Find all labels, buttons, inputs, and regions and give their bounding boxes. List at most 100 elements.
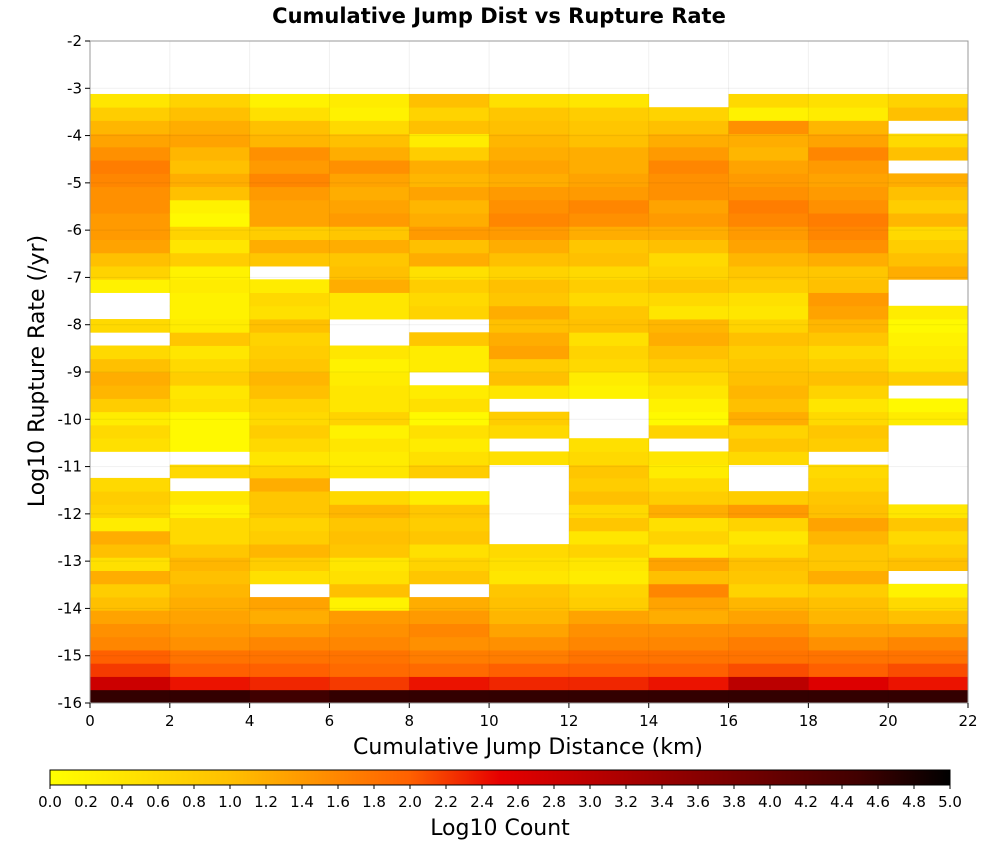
- heatmap-cell: [169, 557, 251, 571]
- heatmap-cell: [888, 93, 969, 108]
- y-tick-label: -13: [58, 552, 83, 570]
- heatmap-cell: [568, 173, 650, 188]
- heatmap-cell: [249, 464, 330, 479]
- heatmap-cell: [90, 597, 171, 611]
- heatmap-cell: [568, 146, 650, 161]
- colorbar-tick-label: 3.4: [650, 793, 674, 811]
- heatmap-cell: [169, 305, 251, 320]
- heatmap-cell: [90, 345, 171, 360]
- heatmap-cell: [169, 226, 251, 240]
- heatmap-cell: [888, 107, 969, 121]
- heatmap-cell: [728, 305, 809, 320]
- heatmap-cell: [808, 544, 889, 558]
- heatmap-cell: [249, 252, 330, 267]
- heatmap-cell: [728, 186, 809, 201]
- heatmap-cell: [409, 411, 490, 426]
- heatmap-cell: [90, 133, 171, 148]
- heatmap-cell: [568, 319, 650, 333]
- heatmap-cell: [489, 597, 570, 611]
- heatmap-cell: [728, 199, 809, 214]
- heatmap-cell: [568, 358, 650, 373]
- heatmap-cell: [888, 650, 969, 664]
- heatmap-cell: [568, 239, 650, 254]
- heatmap-cell: [329, 676, 410, 691]
- heatmap-cell: [329, 186, 410, 201]
- heatmap-cell: [888, 676, 969, 691]
- heatmap-cell: [808, 305, 889, 320]
- heatmap-cell: [90, 93, 171, 108]
- heatmap-cell: [90, 424, 171, 439]
- colorbar-tick-label: 2.2: [434, 793, 458, 811]
- heatmap-cell: [329, 398, 410, 413]
- heatmap-cell: [90, 557, 171, 571]
- heatmap-cell: [249, 597, 330, 611]
- colorbar-tick-label: 1.8: [362, 793, 386, 811]
- heatmap-cell: [808, 398, 889, 413]
- heatmap-cell: [648, 650, 729, 664]
- heatmap-cell: [329, 504, 410, 519]
- heatmap-cell: [90, 107, 171, 121]
- heatmap-cell: [329, 305, 410, 320]
- heatmap-cell: [888, 663, 969, 677]
- heatmap-cell: [808, 279, 889, 293]
- colorbar-tick-label: 0.4: [110, 793, 134, 811]
- heatmap-cell: [409, 557, 490, 571]
- y-tick-label: -16: [58, 694, 83, 712]
- heatmap-cell: [90, 213, 171, 227]
- heatmap-cell: [409, 385, 490, 399]
- heatmap-cell: [568, 252, 650, 267]
- heatmap-cell: [169, 107, 251, 121]
- heatmap-cell: [169, 398, 251, 413]
- heatmap-cell: [409, 266, 490, 280]
- heatmap-cell: [249, 305, 330, 320]
- heatmap-cell: [808, 676, 889, 691]
- heatmap-cell: [489, 424, 570, 439]
- colorbar-tick-label: 0.2: [74, 793, 98, 811]
- heatmap-cell: [728, 107, 809, 121]
- heatmap-cell: [489, 451, 570, 466]
- heatmap-cell: [489, 252, 570, 267]
- heatmap-cell: [888, 583, 969, 598]
- heatmap-cell: [409, 173, 490, 188]
- colorbar-tick-label: 2.4: [470, 793, 494, 811]
- heatmap-cell: [489, 650, 570, 664]
- heatmap-cell: [808, 424, 889, 439]
- heatmap-cell: [90, 239, 171, 254]
- heatmap-cell: [249, 120, 330, 135]
- heatmap-cell: [808, 186, 889, 201]
- x-tick-label: 16: [719, 712, 738, 730]
- heatmap-cell: [648, 252, 729, 267]
- heatmap-cell: [808, 358, 889, 373]
- heatmap-cell: [249, 424, 330, 439]
- heatmap-cell: [489, 557, 570, 571]
- heatmap-cell: [648, 451, 729, 466]
- heatmap-cell: [249, 491, 330, 505]
- heatmap-cell: [169, 292, 251, 307]
- heatmap-cell: [648, 464, 729, 479]
- colorbar-tick-label: 4.6: [866, 793, 890, 811]
- heatmap-cell: [169, 623, 251, 638]
- heatmap-cell: [169, 597, 251, 611]
- heatmap-cell: [568, 305, 650, 320]
- heatmap-cell: [808, 385, 889, 399]
- heatmap-cell: [888, 689, 969, 704]
- heatmap-cell: [888, 358, 969, 373]
- heatmap-cell: [648, 676, 729, 691]
- colorbar-gradient: [49, 769, 951, 786]
- heatmap-cell: [329, 557, 410, 571]
- heatmap-cell: [249, 385, 330, 399]
- heatmap-cell: [90, 491, 171, 505]
- heatmap-cell: [409, 186, 490, 201]
- heatmap-cell: [888, 319, 969, 333]
- heatmap-cell: [489, 173, 570, 188]
- heatmap-cell: [169, 650, 251, 664]
- heatmap-cell: [728, 213, 809, 227]
- heatmap-cell: [648, 199, 729, 214]
- heatmap-cell: [728, 411, 809, 426]
- heatmap-cell: [249, 358, 330, 373]
- heatmap-cell: [568, 199, 650, 214]
- heatmap-cell: [329, 517, 410, 532]
- heatmap-cell: [728, 504, 809, 519]
- heatmap-cell: [568, 544, 650, 558]
- heatmap-cell: [808, 173, 889, 188]
